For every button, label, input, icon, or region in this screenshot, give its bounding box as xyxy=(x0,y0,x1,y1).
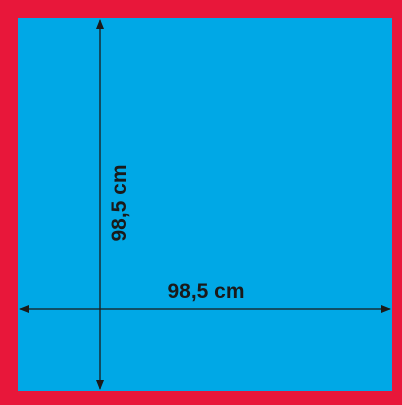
vertical-dimension-label: 98,5 cm xyxy=(108,164,131,241)
blue-square xyxy=(18,18,392,391)
horizontal-dimension-label: 98,5 cm xyxy=(167,280,244,303)
